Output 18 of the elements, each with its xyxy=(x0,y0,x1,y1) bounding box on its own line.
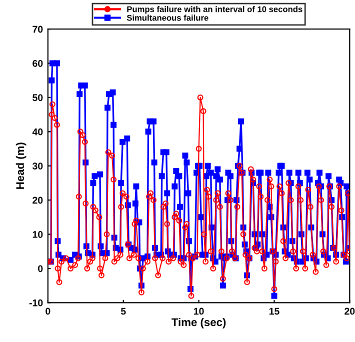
x-axis-title: Time (sec) xyxy=(172,318,226,328)
y-tick-label: -10 xyxy=(29,299,43,306)
y-tick-label: 30 xyxy=(32,162,43,170)
y-tick-label: 10 xyxy=(32,231,43,238)
y-tick-label: 60 xyxy=(32,60,43,67)
y-tick-label: 20 xyxy=(32,196,43,204)
x-tick-label: 15 xyxy=(269,308,280,315)
x-tick-label: 20 xyxy=(344,308,355,315)
x-tick-label: 10 xyxy=(194,308,204,315)
x-tick-label: 5 xyxy=(120,308,126,315)
y-tick-label: 70 xyxy=(32,26,43,33)
y-axis-title: Head (m) xyxy=(16,142,26,189)
legend-label: Simultaneous failure xyxy=(126,14,208,21)
legend-label: Pumps failure with an interval of 10 seconds xyxy=(127,6,302,14)
y-tick-label: 40 xyxy=(32,128,43,136)
y-tick-label: 50 xyxy=(32,94,43,102)
x-tick-label: 0 xyxy=(46,308,50,315)
y-tick-label: 0 xyxy=(38,265,43,272)
